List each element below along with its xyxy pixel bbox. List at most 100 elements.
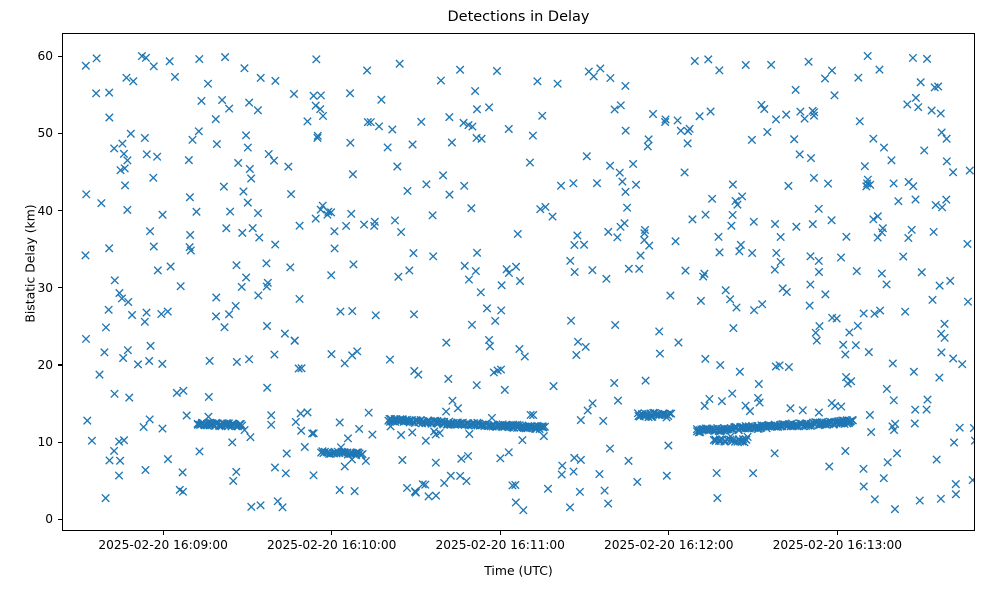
scatter-point: [385, 355, 395, 364]
scatter-point: [253, 208, 263, 218]
scatter-point: [644, 135, 653, 144]
scatter-point: [579, 240, 589, 249]
scatter-point: [664, 441, 673, 450]
scatter-point: [695, 112, 704, 121]
scatter-point: [696, 296, 706, 306]
scatter-point: [610, 105, 619, 114]
scatter-point: [736, 240, 746, 250]
scatter-point: [109, 144, 119, 153]
scatter-point: [815, 321, 824, 331]
scatter-point: [882, 384, 892, 394]
scatter-point: [582, 152, 592, 161]
scatter-point: [244, 354, 254, 364]
scatter-point: [284, 162, 293, 171]
scatter-point: [624, 456, 633, 466]
scatter-point: [728, 180, 738, 189]
scatter-point: [870, 495, 880, 504]
scatter-point: [307, 429, 317, 438]
scatter-point: [335, 485, 344, 495]
scatter-point: [615, 168, 624, 177]
scatter-point: [528, 131, 538, 140]
scatter-point: [700, 401, 709, 411]
scatter-point: [417, 117, 426, 127]
scatter-points-layer: [81, 51, 974, 515]
scatter-point: [566, 256, 575, 266]
scatter-point: [309, 429, 318, 438]
scatter-point: [232, 357, 242, 367]
scatter-point: [447, 138, 457, 147]
scatter-point: [383, 143, 392, 152]
scatter-point: [968, 475, 974, 485]
scatter-point: [875, 306, 885, 315]
y-tick-mark: [58, 287, 62, 289]
scatter-point: [195, 54, 204, 64]
scatter-point: [418, 480, 427, 489]
scatter-point: [655, 327, 664, 336]
scatter-point: [240, 64, 249, 73]
scatter-point: [262, 259, 271, 268]
scatter-point: [232, 467, 241, 477]
scatter-point: [295, 294, 304, 304]
scatter-point: [848, 416, 858, 425]
scatter-point: [890, 504, 900, 514]
scatter-point: [859, 309, 868, 318]
scatter-point: [624, 264, 634, 273]
scatter-point: [348, 306, 357, 316]
scatter-point: [887, 156, 896, 165]
scatter-point: [410, 487, 420, 496]
scatter-point: [558, 461, 567, 470]
scatter-point: [119, 436, 129, 445]
scatter-point: [157, 309, 166, 319]
scatter-point: [749, 305, 759, 315]
scatter-point: [326, 208, 336, 217]
scatter-point: [349, 260, 358, 269]
y-tick-label: 30: [37, 280, 53, 295]
scatter-point: [808, 106, 817, 116]
scatter-point: [628, 159, 638, 169]
scatter-point: [536, 204, 545, 214]
scatter-point: [286, 263, 295, 272]
scatter-point: [965, 166, 974, 175]
scatter-point: [666, 409, 676, 418]
scatter-point: [538, 111, 547, 121]
scatter-point: [688, 215, 697, 224]
scatter-point: [666, 291, 675, 300]
scatter-point: [766, 60, 776, 70]
scatter-point: [789, 135, 799, 144]
y-axis-label: Bistatic Delay (km): [22, 204, 38, 323]
scatter-point: [222, 224, 231, 233]
scatter-point: [438, 171, 448, 180]
scatter-point: [105, 113, 114, 122]
y-tick-label: 10: [37, 435, 53, 450]
scatter-point: [239, 187, 248, 196]
scatter-point: [969, 423, 974, 433]
scatter-point: [104, 88, 114, 97]
scatter-point: [81, 251, 90, 260]
scatter-point: [732, 303, 741, 312]
scatter-point: [87, 436, 97, 445]
scatter-point: [701, 210, 710, 219]
scatter-point: [318, 111, 328, 121]
scatter-point: [935, 373, 944, 382]
scatter-point: [879, 473, 888, 483]
scatter-point: [576, 415, 586, 425]
scatter-point: [123, 345, 133, 355]
scatter-point: [424, 492, 433, 501]
scatter-point: [854, 73, 863, 82]
scatter-point: [640, 225, 650, 235]
scatter-point: [472, 105, 482, 114]
scatter-point: [755, 398, 764, 407]
scatter-point: [421, 480, 430, 489]
scatter-point: [806, 252, 815, 261]
scatter-point: [233, 158, 243, 168]
scatter-point: [763, 127, 772, 137]
scatter-point: [865, 410, 875, 420]
scatter-point: [869, 134, 878, 143]
scatter-point: [621, 126, 630, 135]
y-tick-label: 50: [37, 126, 53, 141]
scatter-point: [782, 110, 791, 119]
scatter-point: [814, 204, 823, 214]
y-tick-mark: [58, 132, 62, 134]
scatter-point: [643, 142, 653, 151]
scatter-point: [889, 179, 898, 188]
